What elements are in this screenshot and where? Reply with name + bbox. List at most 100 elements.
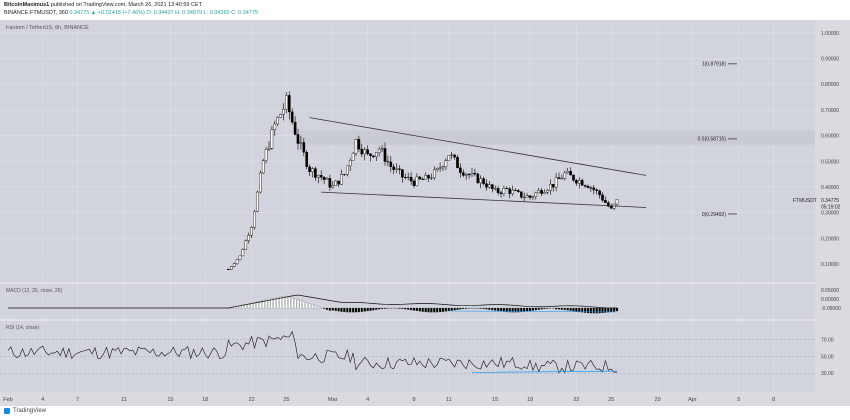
candle-body-130: [604, 200, 607, 203]
candle-body-88: [482, 178, 485, 184]
candle-body-37: [334, 180, 338, 186]
macd-bar-94: [499, 307, 503, 312]
time-tick-17: Apr: [688, 397, 697, 403]
rsi-line: [7, 330, 618, 374]
candle-body-39: [340, 174, 343, 185]
candle-body-92: [493, 188, 497, 190]
candle-body-109: [543, 192, 546, 194]
candle-body-71: [433, 169, 436, 179]
macd-bar-125: [589, 307, 593, 314]
macd-bar-69: [427, 307, 430, 313]
macd-bar-39: [340, 307, 343, 312]
macd-bar-104: [528, 307, 532, 312]
price-tick-9: 0.10000: [821, 262, 839, 268]
macd-bar-45: [357, 307, 360, 313]
chart-canvas[interactable]: 1(0.87918) 0.5(0.58715) 0(0.29492) 1.00000…: [0, 20, 850, 406]
price-tick-3: 0.70000: [821, 108, 839, 114]
macd-bar-38: [337, 307, 340, 312]
time-tick-8: Mar: [328, 397, 338, 403]
price-tick-2: 0.80000: [821, 82, 839, 88]
macd-bar-49: [369, 307, 372, 311]
price-tick-4: 0.60000: [821, 134, 839, 140]
candle-body-48: [366, 149, 369, 155]
candle-body-31: [317, 175, 320, 178]
candle-body-67: [421, 178, 425, 180]
fib-label-2: 0(0.29492): [702, 212, 727, 218]
candle-body-68: [424, 174, 427, 180]
candle-body-49: [369, 153, 372, 156]
macd-bar-65: [415, 307, 418, 312]
brand-label: TradingView: [13, 408, 47, 414]
macd-bar-8: [250, 302, 253, 309]
tradingview-brand[interactable]: TradingView: [4, 408, 46, 414]
candle-body-129: [601, 194, 604, 201]
macd-bar-47: [363, 307, 366, 312]
macd-bar-90: [488, 307, 491, 310]
price-tick-8: 0.20000: [821, 236, 839, 242]
candle-body-54: [383, 148, 387, 162]
macd-bar-78: [453, 307, 456, 311]
candle-body-121: [578, 180, 581, 184]
macd-bar-105: [531, 307, 535, 311]
macd-bar-5: [241, 304, 244, 309]
candle-body-24: [296, 134, 300, 144]
macd-bar-103: [525, 307, 529, 312]
macd-bar-99: [514, 307, 517, 313]
candle-body-125: [589, 187, 593, 189]
macd-bar-17: [276, 297, 279, 309]
price-axis[interactable]: 1.00000 0.90000 0.80000 0.70000 0.60000 0.500…: [815, 20, 850, 406]
price-tick-5: 0.50000: [821, 159, 839, 165]
candle-body-80: [459, 167, 462, 173]
macd-signal-line: [448, 310, 618, 313]
candle-body-1: [229, 266, 233, 270]
candle-body-132: [609, 206, 613, 209]
macd-bar-12: [262, 300, 265, 309]
macd-bar-79: [456, 307, 459, 310]
rsi-tick-1: 50.00: [821, 354, 834, 360]
publisher-name[interactable]: BitcoinMaximus1: [4, 2, 50, 8]
candle-body-100: [517, 190, 520, 192]
rsi-label: RSI (14, close): [6, 325, 39, 331]
candle-body-97: [508, 188, 512, 194]
candle-body-86: [476, 173, 480, 184]
candle-body-3: [235, 259, 239, 264]
candle-body-38: [337, 180, 340, 185]
macd-bar-93: [497, 307, 500, 312]
wedge-lines: [309, 117, 647, 208]
macd-bar-26: [302, 301, 305, 309]
price-tick-7: 0.30000: [821, 211, 839, 217]
candle-body-94: [499, 192, 503, 194]
candle-body-53: [380, 148, 384, 150]
macd-bar-115: [560, 307, 564, 310]
candle-body-56: [389, 161, 393, 168]
candle-body-18: [279, 114, 282, 118]
candle-body-69: [427, 174, 430, 179]
macd-bar-120: [575, 307, 578, 312]
candle-body-124: [586, 185, 590, 188]
macd-bar-51: [375, 307, 378, 310]
candle-body-77: [450, 154, 454, 156]
candle-body-8: [250, 227, 253, 236]
candle-body-27: [305, 151, 309, 167]
candle-body-13: [264, 149, 268, 161]
macd-bar-31: [317, 306, 320, 309]
grid-lines: [0, 20, 815, 392]
macd-bar-71: [433, 307, 436, 313]
candle-body-57: [392, 166, 396, 170]
macd-bar-60: [401, 307, 404, 309]
macd-bar-16: [273, 297, 276, 309]
candle-body-120: [575, 180, 578, 184]
candle-body-46: [360, 148, 364, 155]
candle-series: [227, 91, 619, 270]
candle-body-44: [354, 139, 358, 154]
candle-body-90: [488, 184, 491, 188]
candle-body-78: [453, 154, 456, 158]
candle-body-65: [415, 176, 419, 186]
macd-bar-62: [407, 307, 410, 310]
time-axis[interactable]: Feb 4 7 11 15 18 22 25 Mar 4 8 11 15 18 22 25 29 Apr 5 8: [0, 392, 850, 406]
price-tick-6: 0.40000: [821, 185, 839, 191]
candle-body-82: [464, 174, 468, 176]
price-tag-countdown: 05:19:02: [821, 204, 841, 210]
symbol-info: BINANCE:FTMUSDT, 360 0.34775 ▲ +0.02415 …: [4, 10, 258, 16]
macd-bar-54: [383, 307, 387, 309]
